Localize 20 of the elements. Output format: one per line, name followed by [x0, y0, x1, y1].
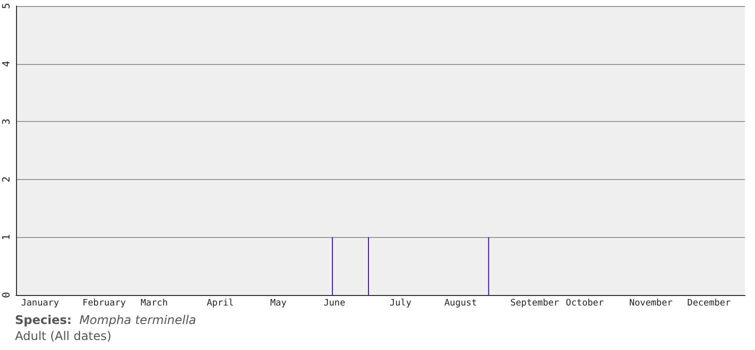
- y-tick-label: 1: [2, 234, 12, 240]
- x-tick-label: September: [510, 298, 560, 308]
- x-tick-label: December: [687, 298, 732, 308]
- text: Species: Mompha terminella: [15, 313, 196, 327]
- x-tick-label: February: [82, 298, 126, 308]
- y-tick-label: 3: [2, 118, 12, 125]
- y-tick-label: 4: [2, 60, 12, 67]
- y-tick-label: 0: [2, 292, 12, 298]
- x-tick-label: November: [629, 298, 674, 308]
- x-tick-label: July: [390, 298, 412, 308]
- x-tick-label: March: [140, 298, 168, 308]
- x-tick-label: January: [21, 298, 60, 308]
- x-tick-label: June: [324, 298, 346, 308]
- x-tick-label: April: [206, 298, 234, 308]
- x-tick-label: May: [270, 298, 288, 308]
- x-tick-label: August: [444, 298, 477, 308]
- text: Adult (All dates): [15, 328, 112, 344]
- y-tick-label: 5: [2, 2, 12, 10]
- y-tick-label: 2: [2, 176, 12, 182]
- x-tick-label: October: [566, 298, 604, 308]
